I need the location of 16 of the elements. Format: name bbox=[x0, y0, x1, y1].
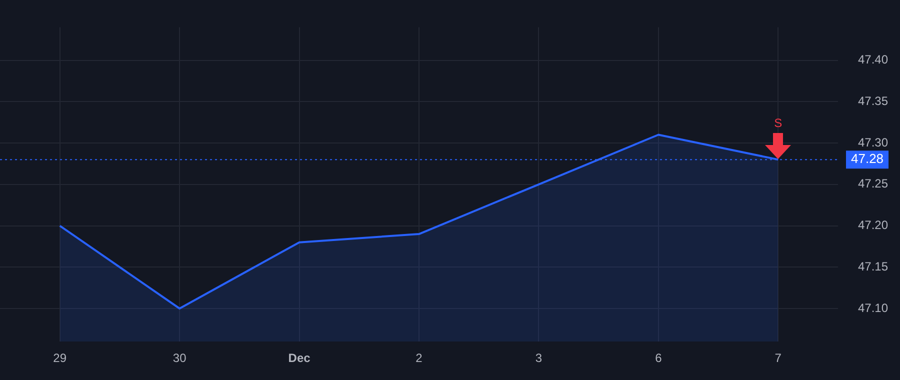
y-tick-label: 47.10 bbox=[858, 300, 888, 315]
x-tick-label: 30 bbox=[172, 351, 187, 366]
y-tick-label: 47.20 bbox=[858, 218, 888, 232]
y-tick-label: 47.25 bbox=[858, 176, 888, 191]
x-tick-label: 6 bbox=[655, 351, 662, 366]
x-tick-label: Dec bbox=[288, 351, 311, 366]
x-tick-label: 2 bbox=[416, 351, 423, 366]
x-tick-label: 29 bbox=[53, 351, 67, 366]
y-tick-label: 47.30 bbox=[858, 135, 888, 150]
x-tick-label: 7 bbox=[774, 351, 782, 366]
y-tick-label: 47.15 bbox=[858, 259, 888, 274]
x-tick-label: 3 bbox=[535, 351, 542, 366]
ref-line-label: 47.28 bbox=[851, 151, 884, 166]
annotation: S bbox=[774, 116, 782, 130]
y-tick-label: 47.35 bbox=[858, 94, 888, 108]
y-tick-label: 47.40 bbox=[858, 52, 888, 67]
